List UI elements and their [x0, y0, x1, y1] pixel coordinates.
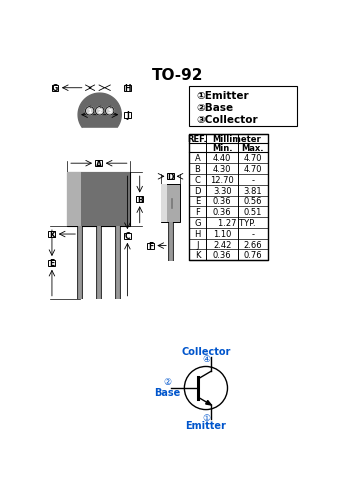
Text: A: A	[195, 154, 200, 163]
Text: C: C	[125, 232, 130, 241]
FancyBboxPatch shape	[136, 197, 143, 203]
Text: 4.70: 4.70	[244, 165, 262, 174]
FancyBboxPatch shape	[49, 261, 56, 267]
FancyBboxPatch shape	[161, 184, 180, 223]
Text: ②Base: ②Base	[197, 103, 234, 113]
Text: 4.30: 4.30	[213, 165, 231, 174]
FancyBboxPatch shape	[49, 231, 56, 237]
Text: G: G	[194, 218, 201, 227]
Circle shape	[95, 107, 104, 116]
Text: K: K	[195, 251, 200, 260]
Text: 0.36: 0.36	[213, 251, 231, 260]
FancyBboxPatch shape	[124, 233, 131, 239]
Text: ①: ①	[202, 413, 210, 422]
Text: A: A	[96, 159, 102, 168]
Polygon shape	[78, 94, 121, 137]
Text: 3.81: 3.81	[244, 186, 262, 195]
Text: D: D	[194, 186, 201, 195]
Text: TO-92: TO-92	[152, 68, 203, 83]
FancyBboxPatch shape	[81, 173, 130, 227]
Text: Base: Base	[154, 387, 180, 397]
Text: E: E	[195, 197, 200, 206]
Text: -: -	[252, 229, 254, 238]
Text: H: H	[124, 84, 131, 93]
Text: Min.: Min.	[212, 144, 232, 153]
Text: 3: 3	[108, 109, 112, 114]
Text: F: F	[195, 208, 200, 217]
Text: ①Emitter: ①Emitter	[197, 91, 249, 101]
Text: C: C	[195, 175, 201, 184]
FancyBboxPatch shape	[189, 87, 297, 127]
Text: 0.36: 0.36	[213, 197, 231, 206]
FancyBboxPatch shape	[124, 86, 131, 92]
FancyBboxPatch shape	[124, 112, 131, 119]
Text: G: G	[52, 84, 58, 93]
Text: REF.: REF.	[188, 135, 208, 144]
Text: 1.27 TYP.: 1.27 TYP.	[218, 218, 255, 227]
Text: 2.42: 2.42	[213, 240, 231, 249]
Text: 0.51: 0.51	[244, 208, 262, 217]
Text: -: -	[252, 175, 254, 184]
Text: Emitter: Emitter	[186, 420, 226, 430]
Text: E: E	[49, 259, 54, 268]
Text: 0.36: 0.36	[213, 208, 231, 217]
Text: 2: 2	[98, 109, 102, 114]
Text: 4.70: 4.70	[244, 154, 262, 163]
Text: 12.70: 12.70	[210, 175, 234, 184]
Circle shape	[85, 107, 94, 116]
Text: Collector: Collector	[181, 346, 231, 356]
Text: Max.: Max.	[242, 144, 264, 153]
Text: 3.30: 3.30	[213, 186, 231, 195]
Text: B: B	[137, 195, 143, 204]
FancyBboxPatch shape	[167, 174, 174, 180]
Text: ④: ④	[202, 355, 210, 364]
Text: 1.10: 1.10	[213, 229, 231, 238]
Text: B: B	[195, 165, 201, 174]
Text: Millimeter: Millimeter	[212, 135, 261, 144]
FancyBboxPatch shape	[189, 135, 268, 261]
Text: ②: ②	[163, 378, 171, 387]
FancyBboxPatch shape	[52, 86, 59, 92]
Text: D: D	[167, 172, 174, 181]
Text: 1: 1	[87, 109, 92, 114]
FancyBboxPatch shape	[147, 243, 154, 249]
FancyBboxPatch shape	[67, 173, 130, 227]
FancyBboxPatch shape	[95, 161, 102, 167]
Polygon shape	[206, 401, 211, 405]
Text: 0.76: 0.76	[244, 251, 262, 260]
Text: 2.66: 2.66	[244, 240, 262, 249]
Text: 0.56: 0.56	[244, 197, 262, 206]
Circle shape	[105, 107, 114, 116]
Polygon shape	[83, 128, 117, 138]
Text: J: J	[196, 240, 199, 249]
Text: H: H	[194, 229, 201, 238]
FancyBboxPatch shape	[161, 184, 167, 223]
Text: ③Collector: ③Collector	[197, 115, 258, 125]
FancyBboxPatch shape	[67, 173, 81, 227]
Text: K: K	[49, 230, 55, 239]
Text: F: F	[148, 241, 153, 250]
Text: 4.40: 4.40	[213, 154, 231, 163]
Text: J: J	[126, 111, 129, 120]
